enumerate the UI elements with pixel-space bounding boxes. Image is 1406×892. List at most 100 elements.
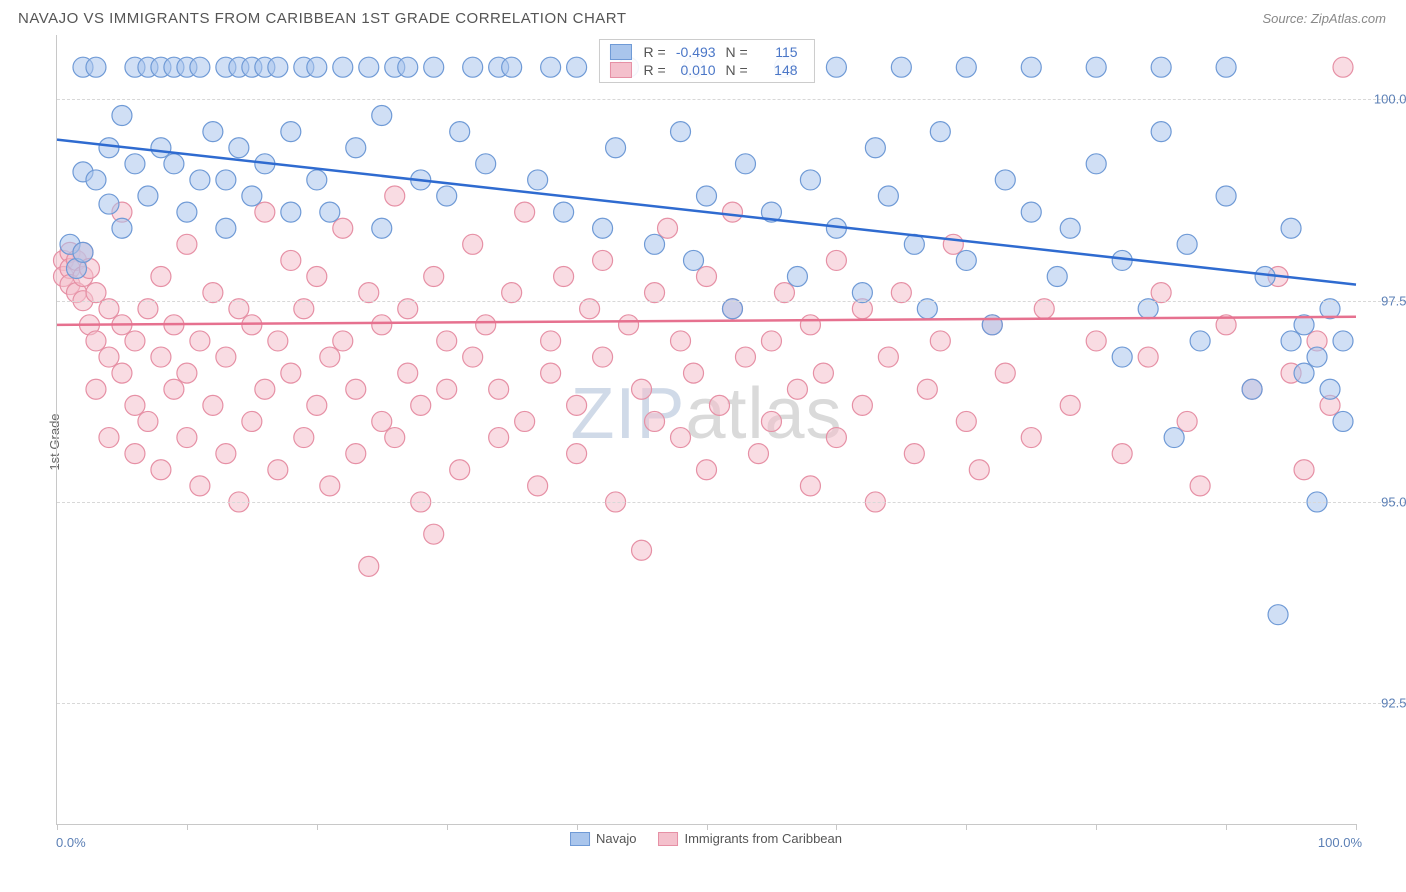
data-point: [99, 194, 119, 214]
data-point: [112, 363, 132, 383]
gridline: [57, 502, 1406, 503]
data-point: [385, 186, 405, 206]
data-point: [294, 299, 314, 319]
data-point: [800, 476, 820, 496]
data-point: [684, 363, 704, 383]
data-point: [735, 347, 755, 367]
data-point: [99, 428, 119, 448]
correlation-legend: R = -0.493 N = 115 R = 0.010 N = 148: [598, 39, 814, 83]
data-point: [826, 428, 846, 448]
data-point: [1281, 218, 1301, 238]
caribbean-swatch-icon: [658, 832, 678, 846]
data-point: [917, 379, 937, 399]
data-point: [255, 202, 275, 222]
data-point: [502, 283, 522, 303]
caribbean-label: Immigrants from Caribbean: [684, 831, 842, 846]
data-point: [1021, 57, 1041, 77]
data-point: [333, 218, 353, 238]
data-point: [1164, 428, 1184, 448]
data-point: [1138, 299, 1158, 319]
data-point: [1151, 122, 1171, 142]
y-tick-label: 100.0%: [1374, 92, 1406, 107]
data-point: [554, 267, 574, 287]
data-point: [593, 250, 613, 270]
data-point: [619, 315, 639, 335]
data-point: [1060, 218, 1080, 238]
data-point: [697, 267, 717, 287]
plot-area: R = -0.493 N = 115 R = 0.010 N = 148 ZIP…: [56, 35, 1356, 825]
data-point: [943, 234, 963, 254]
data-point: [138, 411, 158, 431]
data-point: [125, 331, 145, 351]
data-point: [748, 444, 768, 464]
source-attribution: Source: ZipAtlas.com: [1262, 11, 1386, 26]
source-name: ZipAtlas.com: [1311, 11, 1386, 26]
data-point: [190, 476, 210, 496]
data-point: [1086, 331, 1106, 351]
r-label: R =: [643, 44, 665, 60]
data-point: [86, 170, 106, 190]
data-point: [995, 363, 1015, 383]
navajo-swatch: [609, 44, 631, 60]
source-prefix: Source:: [1262, 11, 1310, 26]
data-point: [800, 170, 820, 190]
data-point: [268, 331, 288, 351]
data-point: [567, 395, 587, 415]
data-point: [476, 315, 496, 335]
data-point: [697, 186, 717, 206]
data-point: [1086, 57, 1106, 77]
data-point: [281, 363, 301, 383]
data-point: [424, 57, 444, 77]
data-point: [1281, 331, 1301, 351]
n-label: N =: [725, 44, 747, 60]
data-point: [1307, 347, 1327, 367]
data-point: [86, 379, 106, 399]
data-point: [190, 57, 210, 77]
data-point: [346, 379, 366, 399]
data-point: [242, 186, 262, 206]
data-point: [216, 347, 236, 367]
legend-item-caribbean: Immigrants from Caribbean: [658, 831, 842, 846]
data-point: [632, 540, 652, 560]
data-point: [398, 57, 418, 77]
data-point: [112, 218, 132, 238]
data-point: [320, 202, 340, 222]
regression-line: [57, 140, 1356, 285]
data-point: [151, 347, 171, 367]
data-point: [372, 411, 392, 431]
data-point: [580, 299, 600, 319]
data-point: [463, 57, 483, 77]
data-point: [372, 315, 392, 335]
data-point: [138, 299, 158, 319]
caribbean-swatch: [609, 62, 631, 78]
gridline: [57, 99, 1406, 100]
data-point: [1333, 411, 1353, 431]
x-min-label: 0.0%: [56, 835, 86, 850]
data-point: [164, 154, 184, 174]
data-point: [151, 138, 171, 158]
data-point: [99, 138, 119, 158]
data-point: [541, 57, 561, 77]
data-point: [515, 202, 535, 222]
data-point: [891, 283, 911, 303]
y-tick-label: 92.5%: [1381, 696, 1406, 711]
data-point: [956, 57, 976, 77]
data-point: [697, 460, 717, 480]
data-point: [684, 250, 704, 270]
data-point: [281, 250, 301, 270]
data-point: [190, 331, 210, 351]
data-point: [658, 218, 678, 238]
data-point: [1112, 347, 1132, 367]
data-point: [268, 57, 288, 77]
data-point: [164, 379, 184, 399]
data-point: [878, 186, 898, 206]
data-point: [904, 444, 924, 464]
data-point: [112, 106, 132, 126]
data-point: [787, 379, 807, 399]
data-point: [1177, 411, 1197, 431]
data-point: [567, 57, 587, 77]
data-point: [307, 170, 327, 190]
data-point: [424, 267, 444, 287]
data-point: [346, 138, 366, 158]
data-point: [203, 395, 223, 415]
